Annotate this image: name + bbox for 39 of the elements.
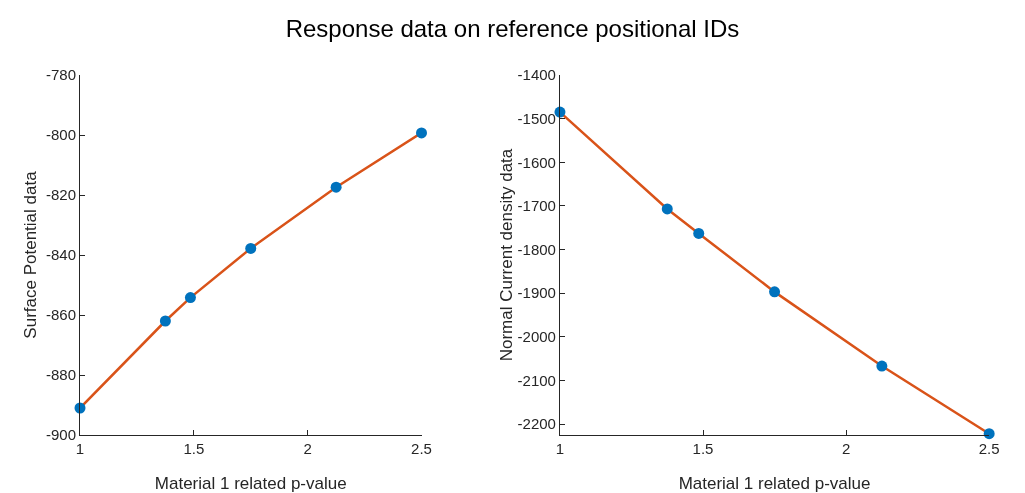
y-tick-label: -900 [45, 426, 76, 444]
y-tick-label: -2000 [517, 328, 556, 346]
y-tick-label: -800 [45, 126, 76, 144]
x-tick-label: 2 [303, 440, 312, 457]
y-tick-label: -1600 [517, 153, 556, 171]
y-tick-label: -780 [45, 66, 76, 84]
x-axis-title: Material 1 related p-value [154, 474, 347, 493]
x-tick-label: 2.5 [411, 440, 432, 457]
y-tick-label: -1800 [517, 240, 556, 258]
y-tick-label: -2100 [517, 371, 556, 389]
y-tick-label: -840 [45, 246, 76, 264]
point [983, 428, 995, 440]
point [661, 203, 673, 215]
x-axis-title: Material 1 related p-value [678, 474, 871, 493]
point [693, 227, 705, 239]
point [330, 181, 342, 193]
y-tick-label: -820 [45, 186, 76, 204]
text: Response data on reference positional IDs [285, 14, 740, 42]
x-tick-label: 1.5 [183, 440, 205, 457]
point [876, 360, 888, 372]
point [769, 286, 781, 298]
y-tick-label: -2200 [517, 415, 556, 433]
y-tick-label: -1900 [517, 284, 556, 302]
point [184, 292, 196, 304]
point [416, 127, 428, 139]
point [245, 242, 257, 254]
x-tick-label: 1.5 [692, 440, 714, 457]
y-tick-label: -860 [45, 306, 76, 324]
y-tick-label: -1700 [517, 197, 556, 215]
point [159, 315, 171, 327]
x-tick-label: 1 [555, 440, 565, 457]
y-tick-label: -1500 [517, 109, 556, 127]
x-tick-label: 2 [841, 440, 851, 457]
y-axis-title: Surface Potential data [21, 170, 40, 339]
x-tick-label: 1 [75, 440, 85, 457]
y-tick-label: -880 [45, 366, 76, 384]
x-tick-label: 2.5 [978, 440, 1000, 457]
y-tick-label: -1400 [517, 66, 556, 84]
y-axis-title: Normal Current density data [496, 148, 516, 362]
